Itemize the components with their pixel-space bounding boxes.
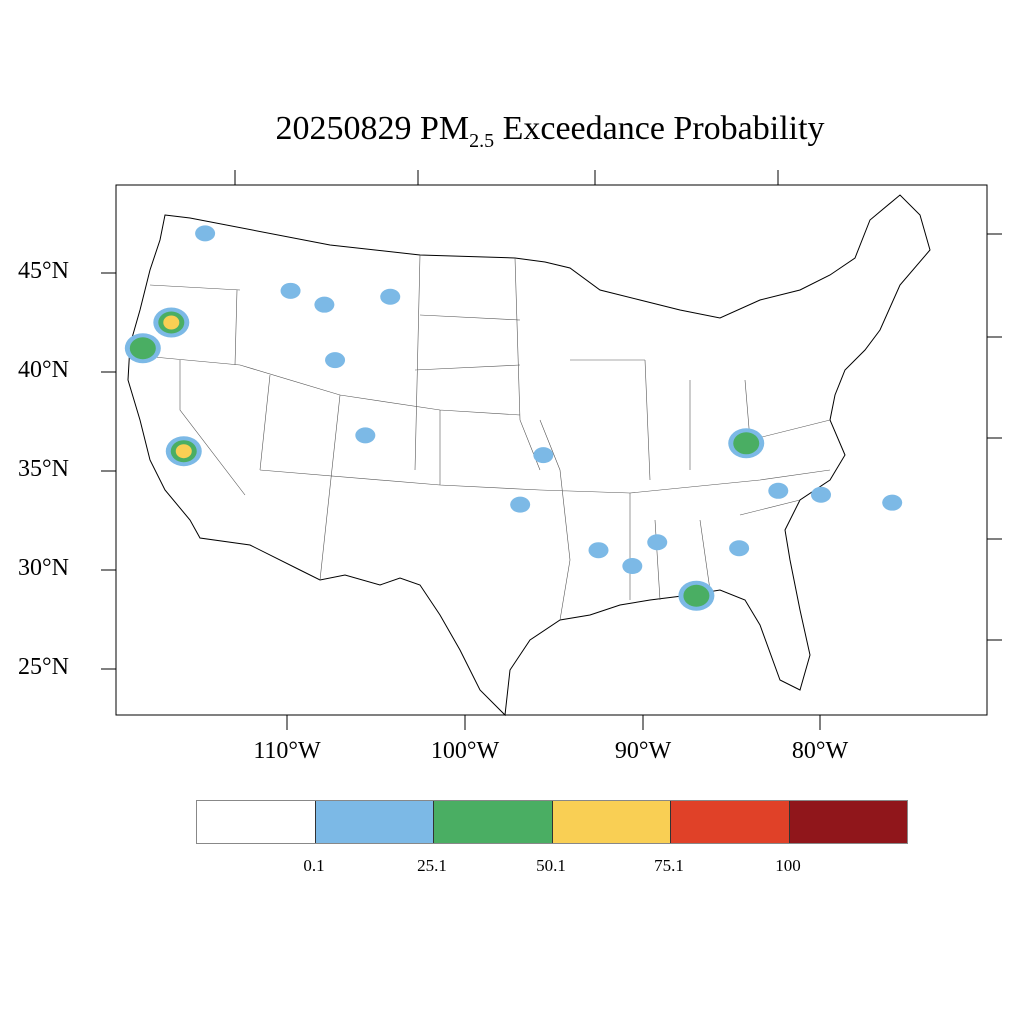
title-rest: Exceedance Probability [494,110,825,147]
title-main: 20250829 PM [275,110,470,147]
colorbar-label: 100 [775,856,801,875]
colorbar-swatch [315,801,434,843]
us-outline [127,194,931,717]
plume-prob-3 [175,444,192,459]
lon-label: 110°W [253,738,321,764]
plume-prob-1 [622,558,643,575]
plume-prob-1 [882,494,903,511]
colorbar [196,800,908,844]
colorbar-swatch [197,801,316,843]
smoke-plumes [124,225,903,611]
plume-prob-1 [314,296,335,313]
colorbar-label: 50.1 [536,856,566,875]
title-subscript: 2.5 [469,129,495,152]
plume-prob-3 [163,315,180,330]
lon-label: 80°W [791,738,849,764]
lat-label: 45°N [18,258,69,284]
colorbar-swatch [671,801,790,843]
colorbar-swatch [789,801,907,843]
lat-label: 40°N [18,357,69,383]
plume-prob-2 [683,584,710,607]
ticks [101,170,1002,730]
lat-label: 35°N [18,456,69,482]
plume-prob-1 [325,352,346,369]
colorbar-swatch [552,801,671,843]
plume-prob-1 [533,447,554,464]
plume-prob-1 [729,540,750,557]
plume-prob-1 [588,542,609,559]
colorbar-swatch [434,801,553,843]
plume-prob-1 [355,427,376,444]
map-frame [115,184,988,716]
colorbar-label: 25.1 [417,856,447,875]
colorbar-label: 75.1 [654,856,684,875]
plume-prob-1 [647,534,668,551]
lat-label: 25°N [18,654,69,680]
plume-prob-1 [195,225,216,242]
plume-prob-1 [811,486,831,503]
plume-prob-1 [510,496,531,513]
plume-prob-2 [733,432,760,455]
lat-label: 30°N [18,555,69,581]
colorbar-label: 0.1 [303,856,325,875]
map-title: 20250829 PM2.5 Exceedance Probability [0,110,1024,153]
lon-label: 90°W [614,738,672,764]
state-boundaries [131,254,831,621]
plume-prob-2 [129,337,156,360]
lon-label: 100°W [430,738,500,764]
plume-prob-1 [380,288,401,305]
plume-prob-1 [768,482,789,499]
plume-prob-1 [280,282,301,299]
